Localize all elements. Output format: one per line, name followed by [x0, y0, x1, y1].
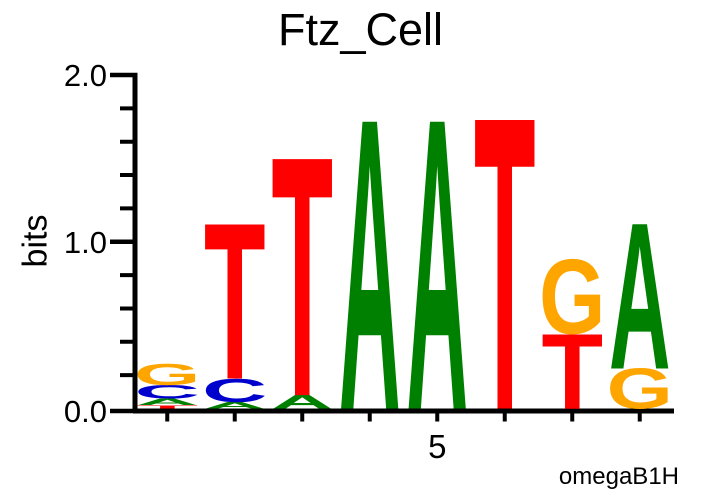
- logo-letter-T: T: [271, 84, 333, 468]
- logo-letter-C: C: [135, 381, 200, 402]
- logo-letter-A: A: [339, 32, 401, 496]
- attribution-label: omegaB1H: [558, 463, 679, 490]
- y-tick-label: 0.0: [64, 394, 107, 429]
- logo-letter-A: A: [204, 400, 266, 411]
- logo-letter-G: G: [134, 357, 200, 392]
- y-tick-label: 2.0: [64, 58, 107, 93]
- logo-letter-A: A: [406, 32, 468, 496]
- logo-letter-G: G: [539, 236, 605, 357]
- y-tick-label: 1.0: [64, 225, 107, 260]
- logo-letter-C: C: [202, 372, 267, 409]
- logo-letter-T: T: [204, 176, 266, 426]
- logo-letter-T: T: [136, 404, 198, 409]
- logo-letter-T: T: [541, 313, 603, 432]
- logo-letter-A: A: [609, 179, 671, 414]
- logo-letter-T: T: [474, 29, 536, 496]
- chart-title: Ftz_Cell: [277, 4, 444, 55]
- logo-letter-A: A: [136, 397, 198, 408]
- x-tick-label: 5: [428, 428, 446, 465]
- logo-letter-G: G: [607, 357, 673, 421]
- logo-letter-A: A: [271, 392, 333, 413]
